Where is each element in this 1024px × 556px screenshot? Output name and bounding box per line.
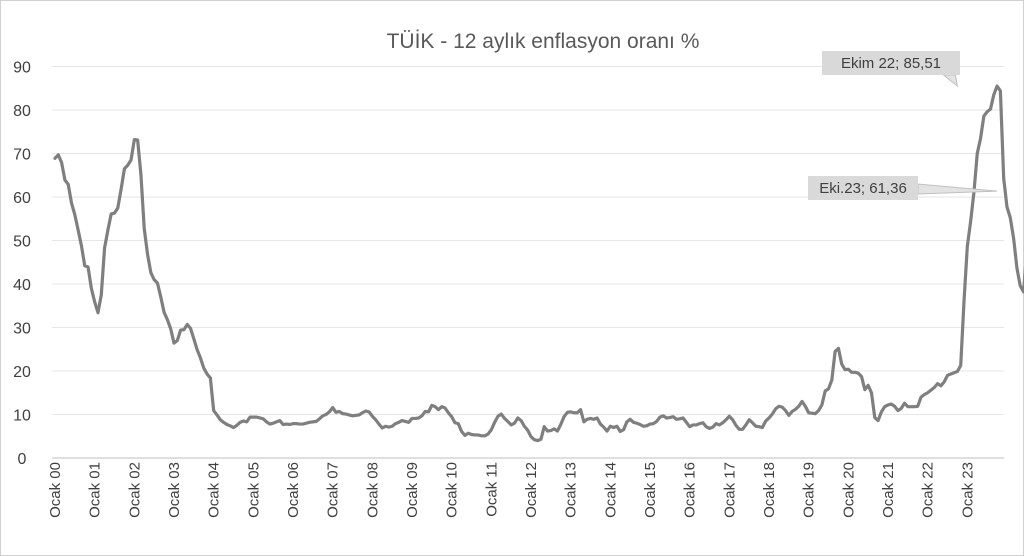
x-tick-label: Ocak 09 [404, 462, 421, 518]
x-tick-label: Ocak 11 [483, 462, 500, 517]
series-line [53, 84, 1024, 443]
x-tick-label: Ocak 18 [761, 462, 778, 518]
x-tick-label: Ocak 19 [801, 462, 818, 518]
x-tick-label: Ocak 13 [563, 462, 580, 518]
y-tick-label: 60 [13, 190, 31, 207]
y-tick-label: 20 [13, 364, 31, 381]
x-tick-label: Ocak 04 [206, 462, 223, 518]
x-tick-label: Ocak 17 [721, 462, 738, 518]
x-tick-label: Ocak 20 [840, 462, 857, 518]
y-tick-label: 80 [13, 103, 31, 120]
y-tick-label: 90 [13, 60, 31, 77]
x-axis-tick-labels: Ocak 00 Ocak 01 Ocak 02 Ocak 03 Ocak 04 Ocak … [47, 462, 976, 518]
gridlines [52, 66, 1004, 415]
x-tick-label: Ocak 12 [523, 462, 540, 518]
x-tick-label: Ocak 08 [364, 462, 381, 518]
x-tick-label: Ocak 23 [959, 462, 976, 518]
y-tick-label: 30 [13, 321, 31, 338]
x-tick-label: Ocak 21 [880, 462, 897, 518]
callout-label: Ekim 22; 85,51 [841, 55, 941, 72]
x-tick-label: Ocak 07 [325, 462, 342, 518]
y-tick-label: 0 [18, 451, 27, 468]
callout-leader [917, 183, 998, 195]
y-axis-tick-labels: 0 10 20 30 40 50 60 70 80 90 [13, 60, 31, 469]
y-tick-label: 40 [13, 277, 31, 294]
callout-label: Eki.23; 61,36 [819, 180, 907, 197]
x-tick-label: Ocak 03 [166, 462, 183, 518]
annotations: Ekim 22; 85,51 Eki.23; 61,36 [808, 51, 998, 200]
x-tick-label: Ocak 01 [87, 462, 104, 518]
y-tick-label: 10 [13, 408, 31, 425]
x-tick-label: Ocak 14 [602, 462, 619, 518]
callout-box [808, 176, 918, 200]
y-tick-label: 50 [13, 234, 31, 251]
x-tick-label: Ocak 00 [47, 462, 64, 518]
x-tick-label: Ocak 22 [920, 462, 937, 518]
x-tick-label: Ocak 15 [642, 462, 659, 518]
chart-title: TÜİK - 12 aylık enflasyon oranı % [387, 30, 700, 53]
x-tick-label: Ocak 02 [126, 462, 143, 518]
x-tick-label: Ocak 16 [682, 462, 699, 518]
callout-leader [941, 74, 959, 88]
x-tick-label: Ocak 06 [285, 462, 302, 518]
x-tick-label: Ocak 05 [245, 462, 262, 518]
x-tick-label: Ocak 10 [444, 462, 461, 518]
callout-box [822, 51, 960, 75]
y-tick-label: 70 [13, 147, 31, 164]
